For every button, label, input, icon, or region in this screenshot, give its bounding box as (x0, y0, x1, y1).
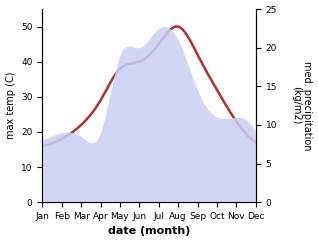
X-axis label: date (month): date (month) (108, 227, 190, 236)
Y-axis label: med. precipitation
(kg/m2): med. precipitation (kg/m2) (291, 61, 313, 150)
Y-axis label: max temp (C): max temp (C) (5, 72, 16, 139)
